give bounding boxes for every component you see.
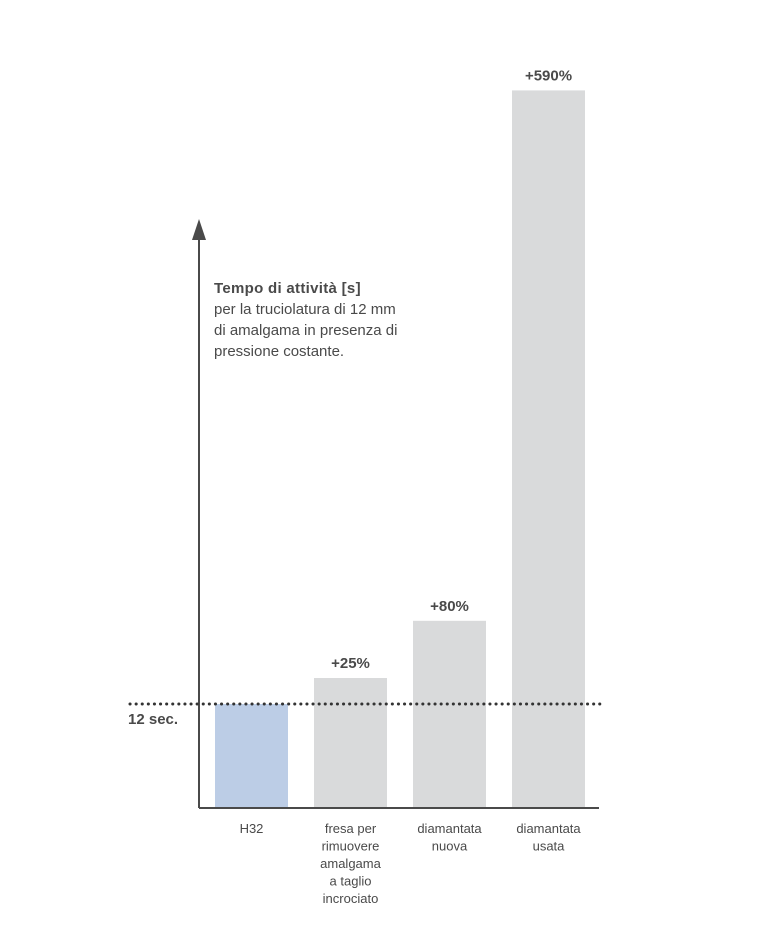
bar-1 [314, 678, 387, 808]
bar-2 [413, 620, 486, 808]
y-axis-label: Tempo di attività [s] [214, 280, 361, 297]
category-label-2: diamantata nuova [417, 821, 482, 854]
data-label-3: +590% [525, 67, 572, 84]
bar-3 [512, 90, 585, 808]
bars-group [215, 90, 585, 808]
data-label-2: +80% [430, 598, 469, 615]
reference-line-label: 12 sec. [128, 711, 179, 728]
category-label-0: H32 [240, 821, 264, 836]
bar-0 [215, 704, 288, 808]
data-labels-group: +25% +80% +590% [331, 67, 572, 672]
category-label-3: diamantata usata [516, 821, 581, 854]
category-label-1: fresa per rimuovere amalgama a taglio incroc… [320, 821, 381, 906]
y-axis-sublabel: per la truciolatura di 12 mm di amalgama … [214, 301, 398, 360]
category-labels-group: H32 fresa per rimuovere amalgama a taglio inc… [240, 821, 582, 906]
y-axis-title: Tempo di attività [s] per la truciolatur… [214, 278, 444, 362]
data-label-1: +25% [331, 655, 370, 672]
y-axis-arrow-icon [192, 219, 206, 240]
